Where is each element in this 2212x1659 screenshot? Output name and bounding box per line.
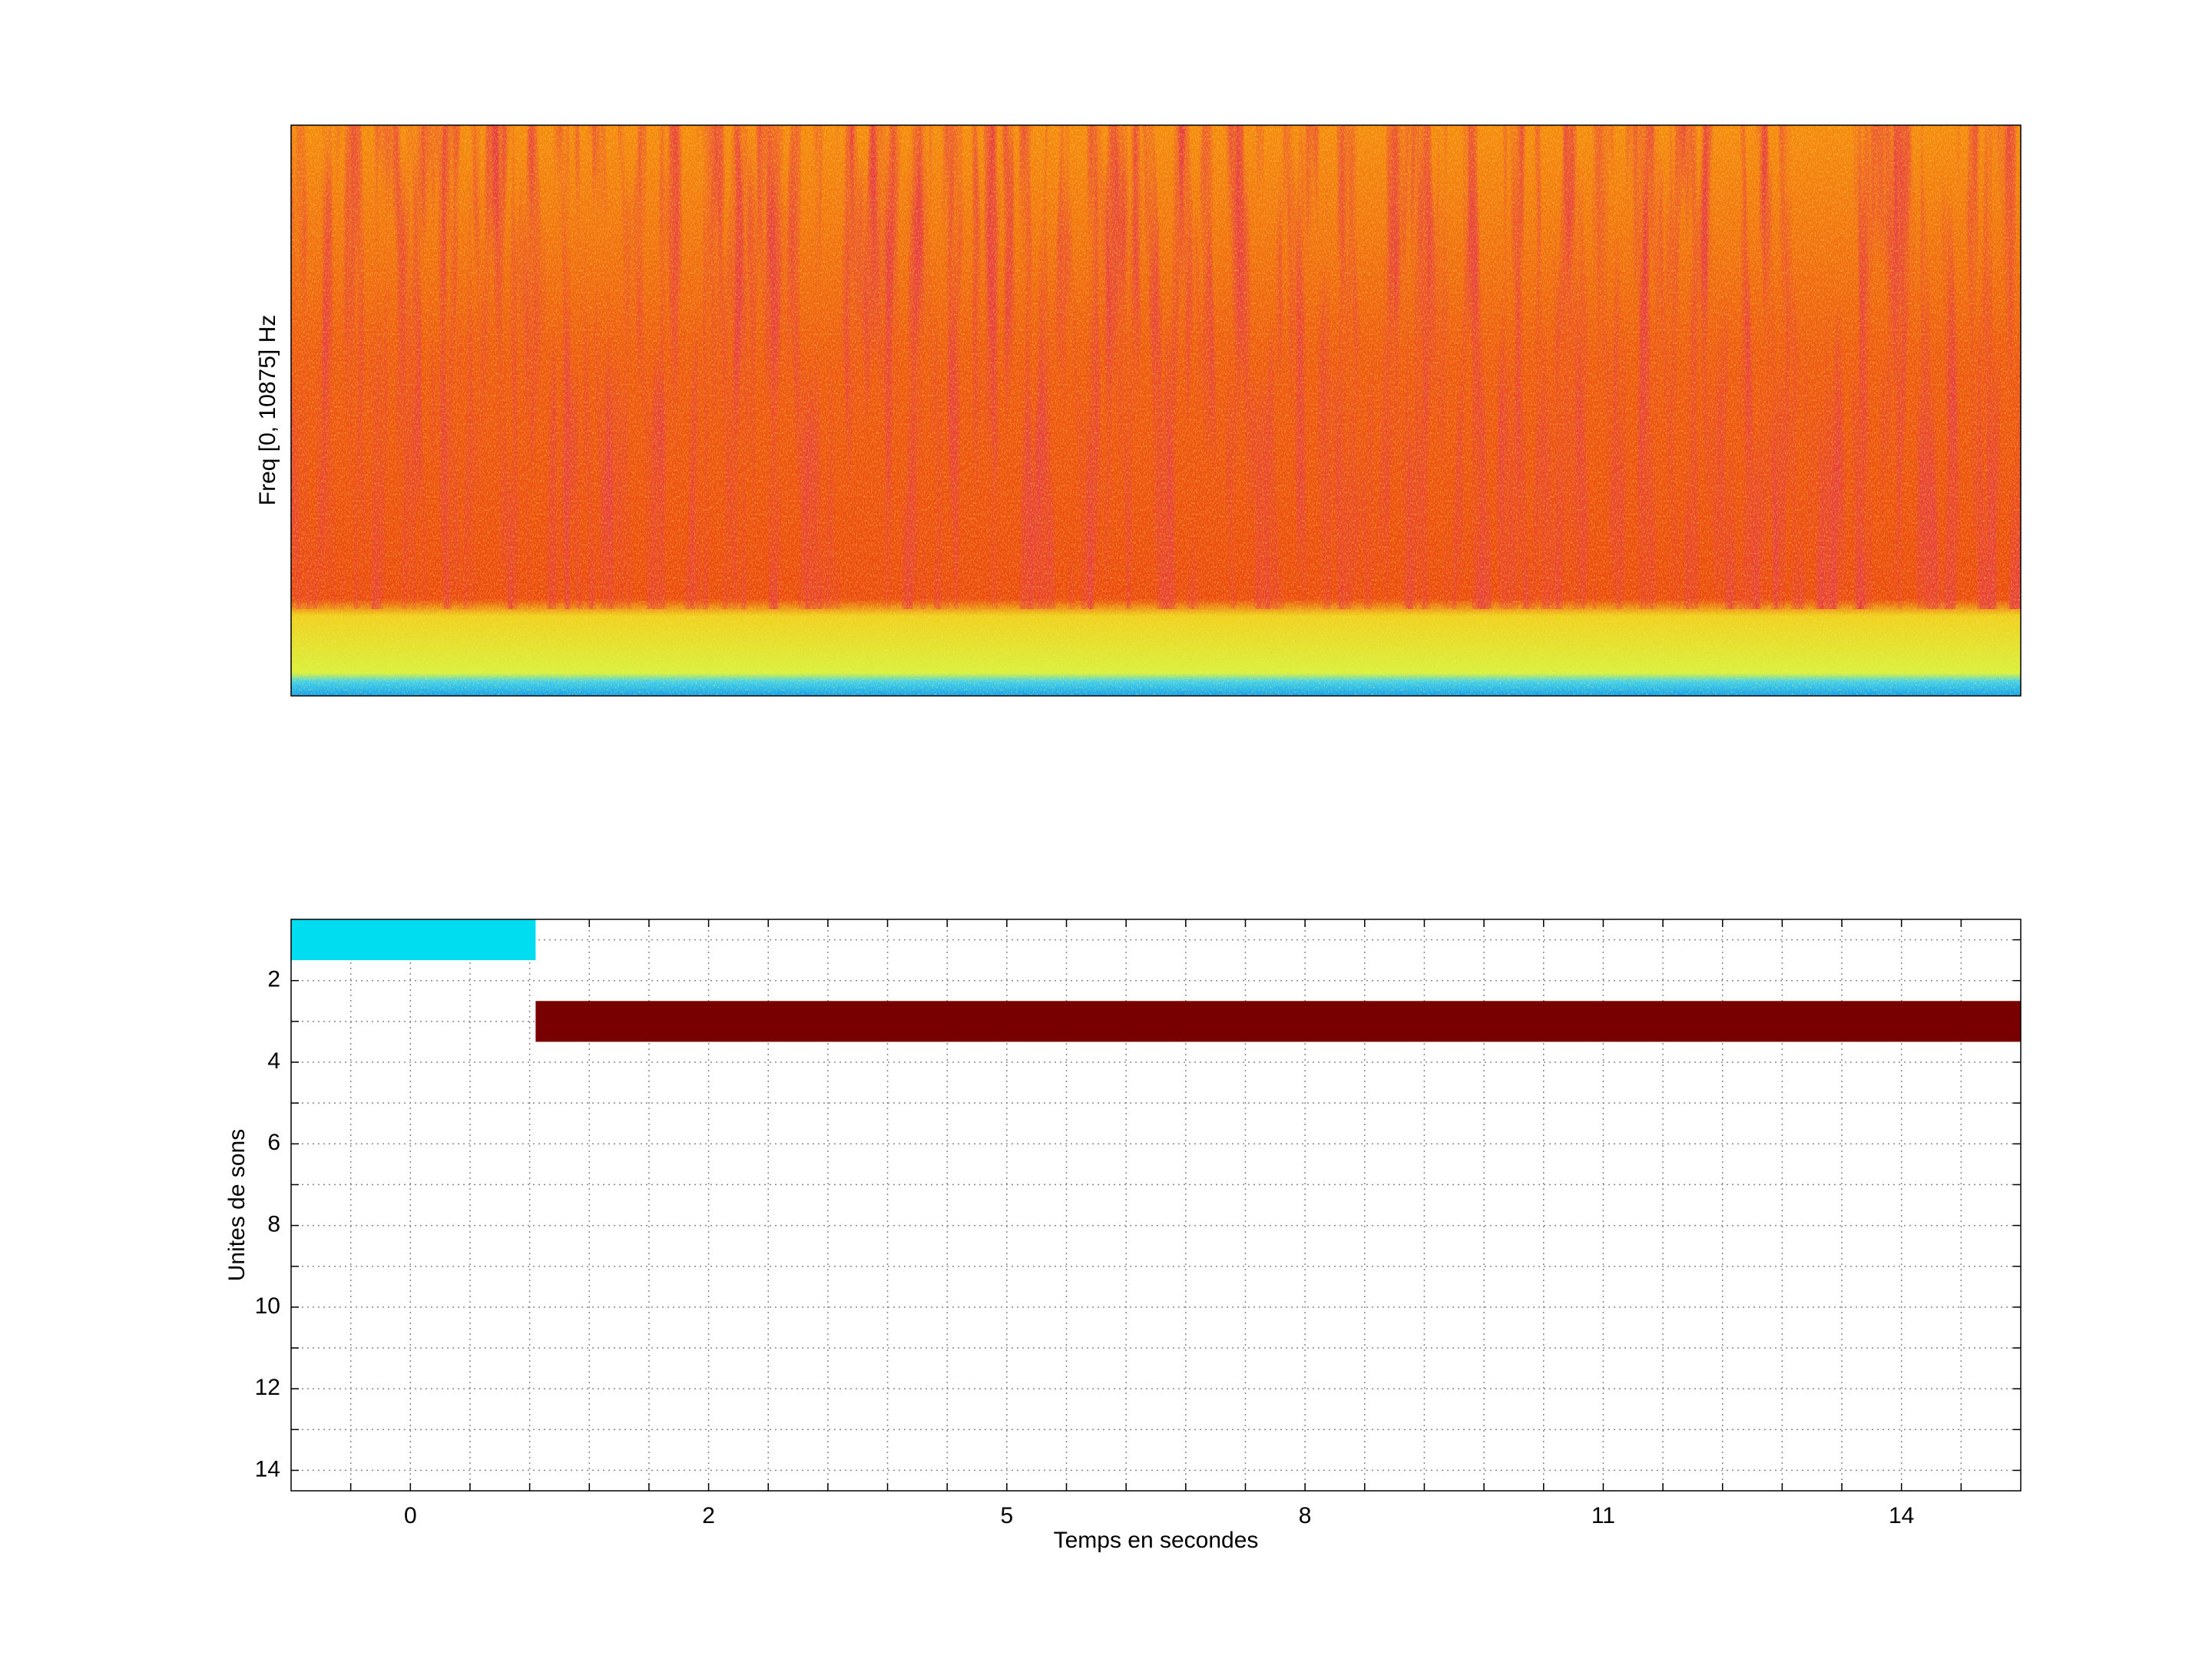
y-axis-label: Unites de sons xyxy=(224,1129,250,1281)
x-axis-label: Temps en secondes xyxy=(1054,1528,1259,1553)
y-tick-label: 14 xyxy=(255,1456,280,1482)
x-tick-label: 14 xyxy=(1889,1503,1914,1528)
segment-bar xyxy=(535,1001,2021,1042)
plot-frame xyxy=(290,124,2022,697)
y-tick-label: 8 xyxy=(267,1211,280,1237)
y-tick-label: 6 xyxy=(267,1130,280,1155)
y-axis-label: Freq [0, 10875] Hz xyxy=(255,315,280,505)
y-tick-label: 10 xyxy=(255,1293,280,1319)
x-tick-label: 2 xyxy=(702,1503,715,1528)
segment-bar xyxy=(291,919,536,961)
timeline-panel: 0 2 5 8 11 14 2 4 6 8 10 12 14 Temps en secondes Unite… xyxy=(224,919,2022,1553)
y-tick-label: 2 xyxy=(267,967,280,992)
plot-frame xyxy=(290,919,2022,1492)
y-tick-label: 12 xyxy=(255,1375,280,1400)
x-tick-label: 8 xyxy=(1299,1503,1312,1528)
spectrogram-texture xyxy=(291,125,2021,696)
y-tick-label: 4 xyxy=(267,1048,280,1074)
spectrogram-panel: Freq [0, 10875] Hz xyxy=(255,124,2022,697)
x-tick-label: 0 xyxy=(404,1503,417,1528)
x-tick-label: 5 xyxy=(1001,1503,1014,1528)
x-tick-label: 11 xyxy=(1591,1503,1615,1528)
